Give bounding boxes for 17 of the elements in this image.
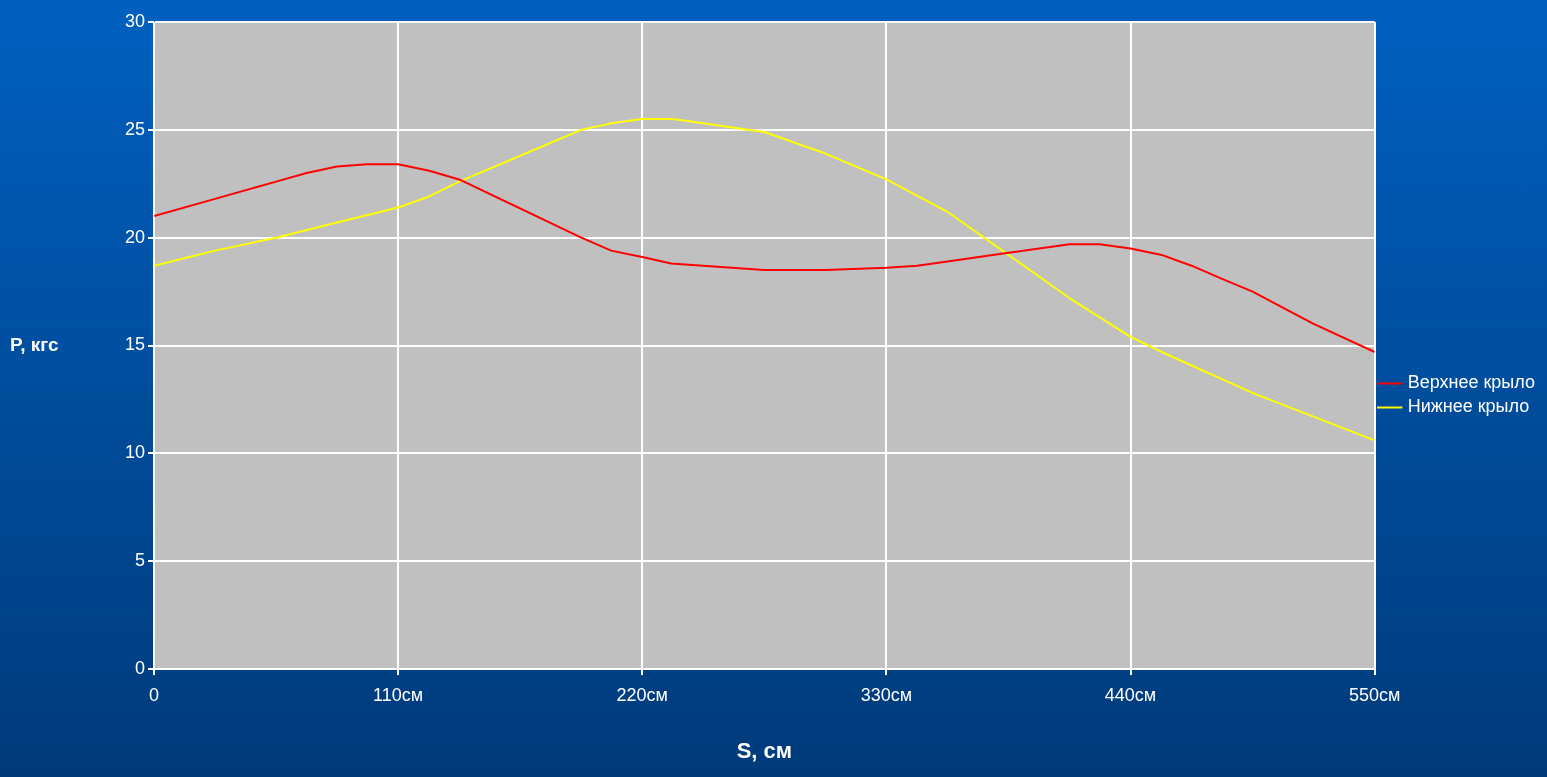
legend-label: Нижнее крыло [1407, 396, 1530, 417]
y-tick-label: 5 [135, 550, 146, 571]
x-tick-label: 0 [149, 684, 160, 705]
x-tick-label: 110см [373, 684, 424, 705]
y-tick-label: 20 [124, 226, 146, 247]
y-tick-label: 15 [124, 334, 146, 355]
x-tick-label: 330см [860, 684, 913, 705]
y-axis-title: P, кгс [10, 334, 59, 356]
y-tick-label: 25 [124, 118, 146, 139]
y-tick-label: 30 [124, 10, 146, 31]
y-tick-label: 10 [124, 442, 146, 463]
x-tick-label: 220см [616, 684, 668, 705]
y-tick-label: 0 [135, 657, 146, 678]
x-tick-label: 440см [1104, 684, 1157, 705]
legend-label: Верхнее крыло [1407, 372, 1535, 393]
x-axis-title: S, см [736, 737, 793, 763]
x-tick-label: 550см [1348, 684, 1401, 705]
